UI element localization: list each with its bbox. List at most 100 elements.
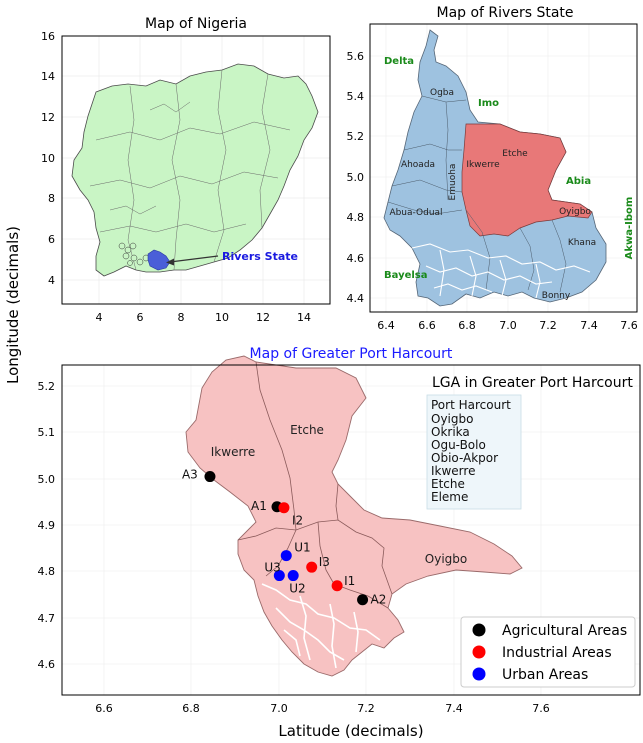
region-label-ikwerre: Ikwerre (211, 445, 255, 459)
point-marker-i3 (306, 561, 318, 573)
y-tick: 16 (41, 30, 55, 43)
lga-list-item: Ogu-Bolo (431, 438, 486, 452)
point-label-u3: U3 (264, 561, 280, 575)
y-tick: 4.8 (38, 565, 56, 578)
lga-label-khana: Khana (568, 238, 596, 248)
rivers-map-title: Map of Rivers State (436, 5, 573, 21)
x-tick: 8 (178, 311, 185, 324)
ph-map-panel: Map of Greater Port Harcourt (38, 346, 641, 715)
neighbor-state-labels: Delta Imo Abia Bayelsa Akwa-Ibom (384, 56, 635, 281)
legend-marker-urban (472, 667, 486, 681)
point-label-i1: I1 (344, 574, 355, 588)
lga-label-oyigbo: Oyigbo (559, 207, 591, 217)
region-label-oyigbo: Oyigbo (425, 552, 467, 566)
nigeria-country-shape (71, 63, 319, 277)
x-tick: 7.4 (580, 319, 598, 332)
ph-creeks (261, 583, 381, 669)
region-label-etche: Etche (290, 423, 324, 437)
neighbor-label-delta: Delta (384, 56, 414, 67)
point-marker-u1 (280, 550, 292, 562)
lga-list-item: Etche (431, 477, 465, 491)
point-marker-i1 (331, 580, 343, 592)
y-tick: 5.0 (347, 171, 365, 184)
lga-list-item: Port Harcourt (431, 398, 511, 412)
y-tick: 5.6 (347, 50, 365, 63)
lga-list-box: LGA in Greater Port Harcourt Port Harcou… (426, 375, 633, 510)
figure-x-label: Latitude (decimals) (278, 722, 423, 740)
x-tick: 6.8 (182, 702, 200, 715)
nigeria-y-ticks: 4 6 8 10 12 14 16 (41, 30, 55, 287)
y-tick: 5.0 (38, 473, 56, 486)
neighbor-label-akwa-ibom: Akwa-Ibom (624, 197, 635, 260)
nigeria-map-panel: Map of Nigeria River (41, 16, 331, 324)
lga-box-title: LGA in Greater Port Harcourt (432, 375, 633, 391)
rivers-map-panel: Map of Rivers State (347, 5, 638, 332)
y-tick: 4.4 (347, 292, 365, 305)
rivers-state-callout: Rivers State (222, 250, 298, 263)
x-tick: 7.2 (539, 319, 557, 332)
x-tick: 7.6 (532, 702, 550, 715)
point-marker-u3 (273, 570, 285, 582)
nigeria-x-ticks: 4 6 8 10 12 14 (96, 311, 312, 324)
lga-label-ogba: Ogba (430, 88, 454, 98)
greater-ph-region (461, 123, 593, 237)
lga-label-emuoha: Emuoha (448, 164, 458, 201)
point-label-u2: U2 (289, 582, 305, 596)
y-tick: 10 (41, 152, 55, 165)
lga-list-item: Eleme (431, 490, 468, 504)
y-tick: 4.7 (38, 612, 56, 625)
x-tick: 4 (96, 311, 103, 324)
lga-box-frame (426, 394, 522, 510)
lga-list-item: Ikwerre (431, 464, 475, 478)
point-marker-a3 (204, 471, 216, 483)
nigeria-map-frame (61, 35, 331, 305)
rivers-map-frame (369, 23, 638, 313)
point-label-a1: A1 (251, 499, 267, 513)
y-tick: 4.6 (38, 658, 56, 671)
x-tick: 6.6 (418, 319, 436, 332)
lga-list-item: Okrika (431, 425, 470, 439)
greater-ph-shape (185, 355, 523, 677)
y-tick: 4.6 (347, 252, 365, 265)
nigeria-map-title: Map of Nigeria (145, 16, 247, 32)
lga-label-bonny: Bonny (542, 291, 571, 301)
y-tick: 5.4 (347, 90, 365, 103)
y-tick: 5.2 (347, 130, 365, 143)
x-tick: 6.6 (95, 702, 113, 715)
legend-marker-agricultural (472, 623, 486, 637)
y-tick: 14 (41, 70, 55, 83)
y-tick: 8 (48, 192, 55, 205)
rivers-lga-borders (387, 95, 567, 293)
rivers-state-arrow (169, 255, 219, 263)
point-marker-a2 (357, 594, 369, 606)
nigeria-state-borders (89, 69, 291, 271)
neighbor-label-bayelsa: Bayelsa (384, 270, 428, 281)
lga-label-abua-odual: Abua-Odual (389, 208, 442, 218)
point-label-i2: I2 (292, 514, 303, 528)
lga-list-item: Obio-Akpor (431, 451, 498, 465)
x-tick: 10 (215, 311, 229, 324)
y-tick: 12 (41, 111, 55, 124)
point-label-i3: I3 (319, 555, 330, 569)
y-tick: 6 (48, 233, 55, 246)
lga-label-ikwerre: Ikwerre (466, 160, 500, 170)
legend-frame (460, 616, 636, 688)
ph-legend: Agricultural Areas Industrial Areas Urba… (460, 616, 636, 688)
rivers-y-ticks: 4.4 4.6 4.8 5.0 5.2 5.4 5.6 (347, 50, 365, 305)
x-tick: 7.4 (445, 702, 463, 715)
x-tick: 7.0 (270, 702, 288, 715)
rivers-creeks (411, 243, 591, 299)
x-tick: 7.6 (620, 319, 638, 332)
y-tick: 4 (48, 274, 55, 287)
x-tick: 7.2 (357, 702, 375, 715)
ph-region-labels: Etche Ikwerre Oyigbo (211, 423, 467, 566)
y-tick: 4.8 (347, 211, 365, 224)
y-tick: 5.1 (38, 426, 56, 439)
nigeria-delta-lgas (118, 242, 150, 266)
x-tick: 6.8 (458, 319, 476, 332)
point-marker-i2 (278, 502, 290, 514)
lga-list-item: Oyigbo (431, 412, 473, 426)
ph-x-ticks: 6.6 6.8 7.0 7.2 7.4 7.6 (95, 702, 550, 715)
legend-label-urban: Urban Areas (502, 667, 588, 683)
